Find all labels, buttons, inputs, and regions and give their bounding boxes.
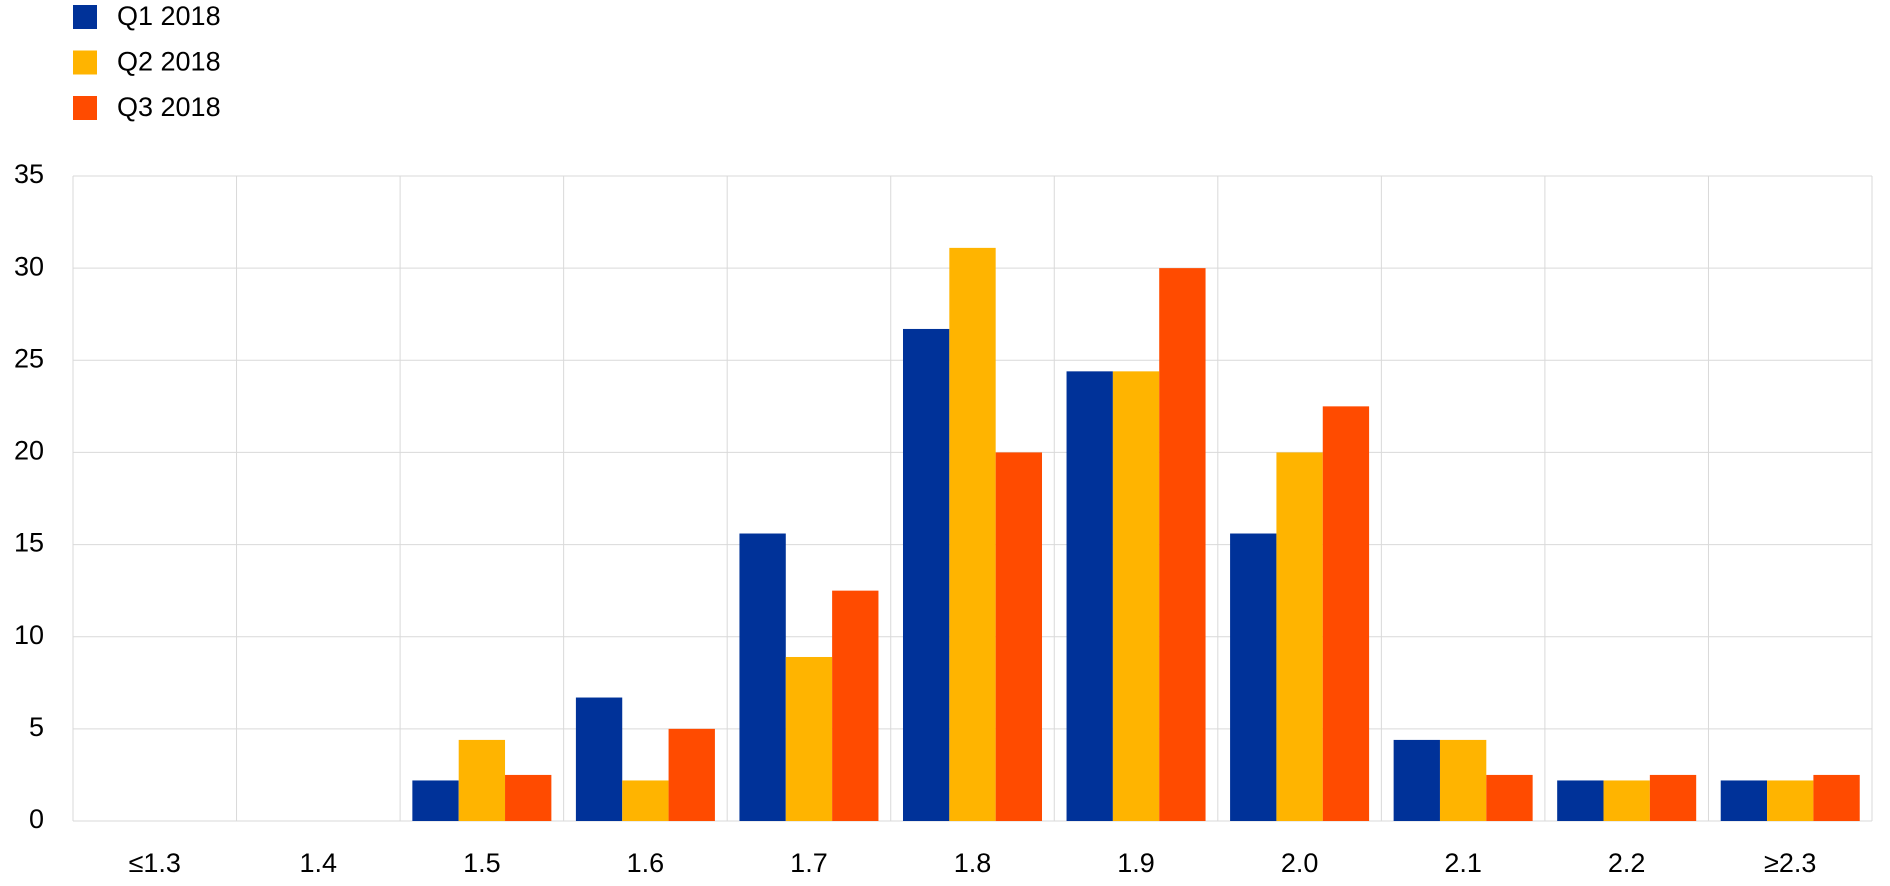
bar: [1649, 774, 1697, 821]
bar: [1276, 452, 1323, 821]
bar: [505, 774, 552, 821]
bar: [1230, 533, 1277, 821]
bar: [412, 780, 459, 821]
legend-label: Q1 2018: [117, 1, 221, 31]
x-tick-label: ≤1.3: [129, 848, 181, 878]
bar: [1720, 780, 1768, 821]
bar: [1767, 780, 1814, 821]
bar: [622, 780, 669, 821]
y-tick-label: 30: [14, 251, 44, 281]
bar: [739, 533, 786, 821]
bar: [785, 656, 833, 821]
legend-label: Q3 2018: [117, 92, 221, 122]
bar: [995, 452, 1043, 821]
x-tick-label: 1.6: [627, 848, 665, 878]
bar: [832, 590, 879, 821]
bar: [1486, 774, 1533, 821]
x-tick-label: 1.7: [790, 848, 828, 878]
bar: [575, 697, 623, 821]
bar: [1322, 406, 1370, 821]
y-tick-label: 20: [14, 436, 44, 466]
y-tick-label: 0: [29, 804, 44, 834]
x-tick-label: 2.1: [1444, 848, 1482, 878]
x-tick-label: 2.2: [1608, 848, 1646, 878]
y-tick-label: 35: [14, 159, 44, 189]
bar: [949, 247, 996, 821]
bar: [1112, 371, 1160, 821]
y-tick-label: 10: [14, 620, 44, 650]
bar: [1066, 371, 1113, 821]
legend-label: Q2 2018: [117, 47, 221, 77]
bar: [1439, 739, 1487, 821]
bar: [1159, 268, 1206, 822]
legend-swatch: [73, 5, 97, 29]
x-tick-label: 1.8: [954, 848, 992, 878]
y-tick-label: 15: [14, 528, 44, 558]
x-tick-label: 1.4: [300, 848, 338, 878]
bar: [1393, 739, 1440, 821]
y-tick-label: 5: [29, 712, 44, 742]
bar: [1813, 774, 1860, 821]
x-tick-label: 2.0: [1281, 848, 1319, 878]
y-tick-label: 25: [14, 343, 44, 373]
bar: [1557, 780, 1604, 821]
bar: [1603, 780, 1650, 821]
bar: [902, 328, 950, 821]
x-tick-label: 1.5: [463, 848, 501, 878]
x-tick-label: ≥2.3: [1764, 848, 1816, 878]
bar: [668, 728, 715, 821]
legend-swatch: [73, 50, 97, 75]
legend-swatch: [73, 96, 97, 120]
bar: [458, 739, 506, 821]
x-tick-label: 1.9: [1117, 848, 1155, 878]
